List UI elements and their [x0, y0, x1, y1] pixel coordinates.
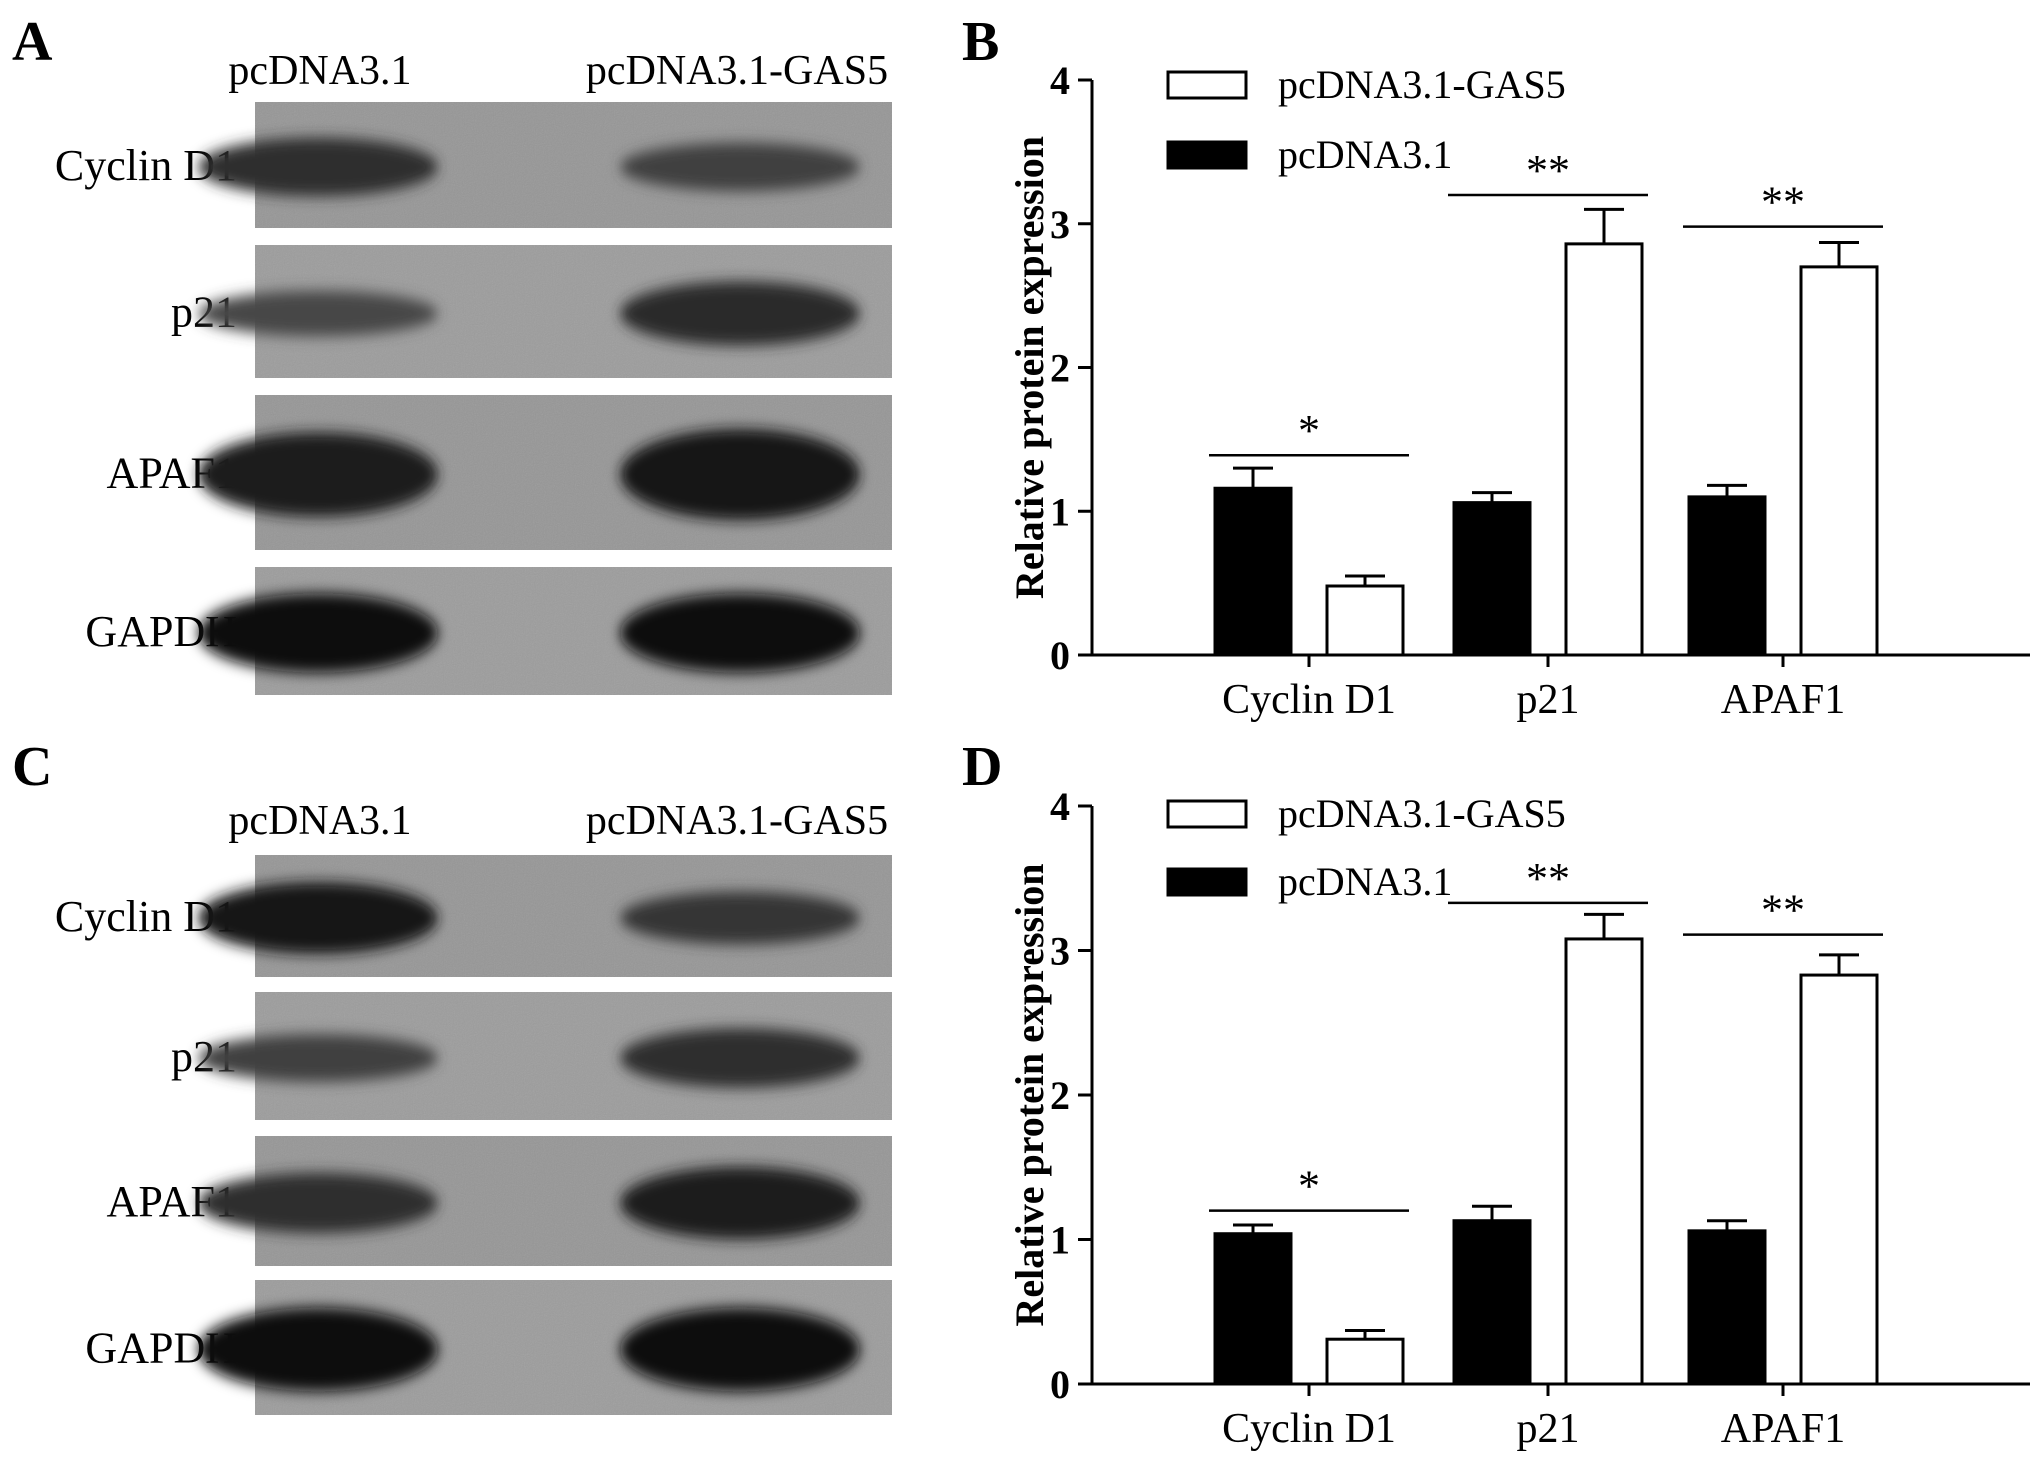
blot-band — [198, 290, 438, 337]
significance-label: * — [1298, 1162, 1320, 1211]
blot-band — [198, 1307, 438, 1392]
blot-band — [198, 432, 438, 517]
blot-row-gapdh: GAPDH — [85, 567, 892, 695]
panel-letter: B — [962, 11, 999, 73]
blot-band — [198, 1172, 438, 1234]
y-tick-label: 4 — [1050, 784, 1070, 829]
y-tick-label: 0 — [1050, 633, 1070, 678]
y-axis-label: Relative protein expression — [1007, 136, 1052, 599]
bar-pcdna3-1 — [1213, 486, 1293, 657]
blot-row-cyclin-d1: Cyclin D1 — [55, 102, 892, 228]
x-tick-label: Cyclin D1 — [1222, 1406, 1396, 1452]
x-tick-label: Cyclin D1 — [1222, 677, 1396, 723]
y-tick-label: 3 — [1050, 202, 1070, 247]
panel-letter: D — [962, 736, 1002, 798]
y-tick-label: 4 — [1050, 58, 1070, 103]
x-tick-label: p21 — [1517, 1406, 1580, 1452]
bar-pcdna3-1-gas5 — [1564, 242, 1644, 657]
lane-label: pcDNA3.1 — [228, 48, 411, 94]
panel-letter: A — [12, 11, 53, 73]
blot-band — [620, 281, 860, 346]
blot-row-cyclin-d1: Cyclin D1 — [55, 855, 892, 977]
x-tick-label: p21 — [1517, 677, 1580, 723]
bar-pcdna3-1-gas5 — [1325, 1337, 1405, 1386]
bar-pcdna3-1-gas5 — [1325, 584, 1405, 657]
bar-pcdna3-1 — [1452, 1219, 1532, 1386]
lane-label: pcDNA3.1-GAS5 — [586, 798, 888, 844]
lane-label: pcDNA3.1-GAS5 — [586, 48, 888, 94]
bar-pcdna3-1-gas5 — [1564, 937, 1644, 1386]
legend-label: pcDNA3.1 — [1278, 859, 1452, 904]
blot-band — [620, 1028, 860, 1088]
significance-label: ** — [1526, 146, 1570, 195]
blot-band — [620, 891, 860, 945]
bar-pcdna3-1 — [1687, 1229, 1767, 1386]
x-tick-label: APAF1 — [1721, 1406, 1846, 1452]
y-tick-label: 0 — [1050, 1362, 1070, 1407]
blot-band — [198, 1034, 438, 1082]
chart-panel-d: D 0 1 2 3 4 Relative protein expression Cyclin … — [962, 736, 2030, 1452]
bar-pcdna3-1 — [1687, 495, 1767, 657]
lane-label: pcDNA3.1 — [228, 798, 411, 844]
blot-row-p21: p21 — [171, 992, 892, 1120]
bar-pcdna3-1 — [1452, 501, 1532, 657]
bar-pcdna3-1-gas5 — [1799, 265, 1879, 657]
blot-band — [620, 1166, 860, 1240]
blot-row-apaf1: APAF1 — [107, 395, 892, 550]
legend-swatch — [1166, 70, 1248, 100]
y-tick-label: 2 — [1050, 1073, 1070, 1118]
bar-pcdna3-1 — [1213, 1232, 1293, 1386]
blot-band — [198, 593, 438, 673]
legend-swatch — [1166, 799, 1248, 829]
y-tick-label: 1 — [1050, 489, 1070, 534]
legend-label: pcDNA3.1 — [1278, 132, 1452, 177]
legend-label: pcDNA3.1-GAS5 — [1278, 62, 1566, 107]
chart-panel-b: B 0 1 2 3 4 Relative protein expression Cyclin … — [962, 11, 2030, 723]
legend-swatch — [1166, 140, 1248, 170]
blot-band — [198, 882, 438, 954]
significance-label: ** — [1761, 178, 1805, 227]
legend-label: pcDNA3.1-GAS5 — [1278, 791, 1566, 836]
x-tick-label: APAF1 — [1721, 677, 1846, 723]
blot-row-gapdh: GAPDH — [85, 1280, 892, 1415]
significance-label: ** — [1761, 886, 1805, 935]
panel-letter: C — [12, 736, 52, 798]
bar-pcdna3-1-gas5 — [1799, 973, 1879, 1386]
blot-row-apaf1: APAF1 — [107, 1136, 892, 1266]
significance-label: * — [1298, 406, 1320, 455]
y-tick-label: 3 — [1050, 929, 1070, 974]
legend-swatch — [1166, 867, 1248, 897]
blot-band — [620, 142, 860, 192]
significance-label: ** — [1526, 854, 1570, 903]
y-tick-label: 2 — [1050, 346, 1070, 391]
blot-band — [198, 137, 438, 197]
y-axis-label: Relative protein expression — [1007, 864, 1052, 1327]
y-tick-label: 1 — [1050, 1218, 1070, 1263]
blot-band — [620, 593, 860, 673]
blot-row-p21: p21 — [171, 245, 892, 378]
blot-band — [620, 1307, 860, 1392]
blot-band — [620, 428, 860, 521]
